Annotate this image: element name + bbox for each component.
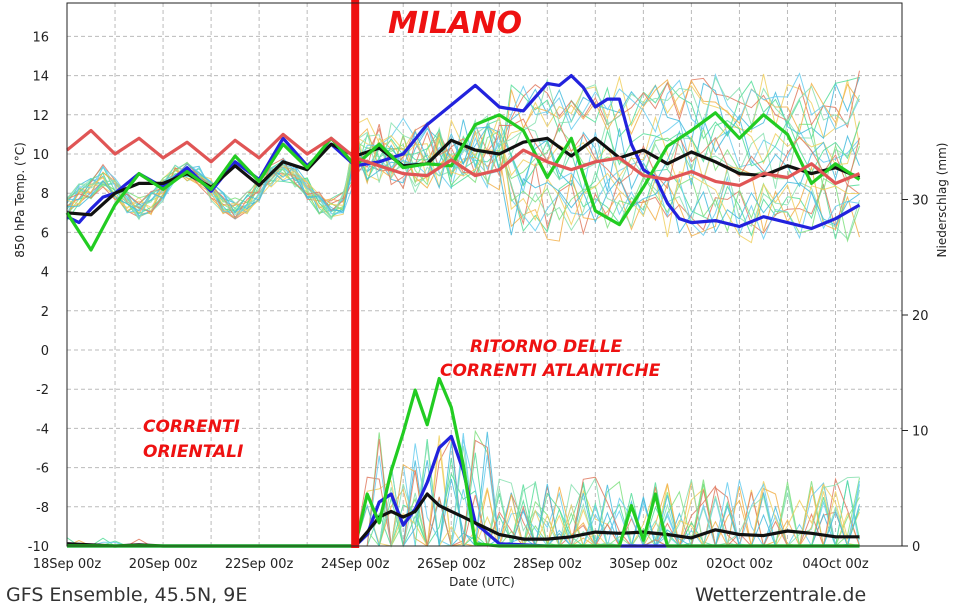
y-left-tick-label: 16 xyxy=(32,30,49,45)
x-tick-label: 28Sep 00z xyxy=(513,557,582,572)
y-left-tick-label: 4 xyxy=(41,266,49,281)
x-tick-label: 24Sep 00z xyxy=(321,557,390,572)
x-tick-label: 20Sep 00z xyxy=(129,557,198,572)
y-right-tick-label: 20 xyxy=(912,309,929,324)
annotation-ritorno-line1: RITORNO DELLE xyxy=(470,337,623,357)
y-left-tick-label: 2 xyxy=(41,305,49,320)
y-left-tick-label: 8 xyxy=(41,187,49,202)
annotation-correnti-orientali-line1: CORRENTI xyxy=(143,417,240,437)
y-left-tick-label: 12 xyxy=(32,109,49,124)
series-line-temperature-member xyxy=(65,111,861,252)
plot-area xyxy=(67,3,902,546)
y-left-tick-label: -10 xyxy=(28,540,49,555)
y-left-tick-label: 6 xyxy=(41,226,49,241)
y-right-tick-label: 30 xyxy=(912,194,929,209)
ensemble-temp-member-line xyxy=(66,76,860,221)
x-tick-label: 26Sep 00z xyxy=(417,557,486,572)
grid xyxy=(66,3,902,547)
annotation-ritorno-line2: CORRENTI ATLANTICHE xyxy=(440,361,661,381)
x-tick-label: 18Sep 00z xyxy=(33,557,102,572)
y-left-tick-label: -4 xyxy=(36,422,49,437)
x-tick-label: 22Sep 00z xyxy=(225,557,294,572)
x-tick-label: 30Sep 00z xyxy=(609,557,678,572)
y-axis-left-label: 850 hPa Temp. (°C) xyxy=(13,142,27,258)
series-line-temperature-member xyxy=(65,128,861,187)
y-left-tick-label: -8 xyxy=(36,501,49,516)
x-axis-label: Date (UTC) xyxy=(449,575,515,589)
axes xyxy=(66,2,908,547)
y-left-tick-label: 14 xyxy=(32,70,49,85)
series-line-temperature-control xyxy=(66,73,861,231)
plot-frame xyxy=(66,2,903,547)
chart-title: MILANO xyxy=(388,6,522,41)
y-left-tick-label: 0 xyxy=(41,344,49,359)
ensemble-temp-member-line xyxy=(66,126,860,236)
y-right-tick-label: 10 xyxy=(912,425,929,440)
y-axis-right-label: Niederschlag (mm) xyxy=(935,143,949,258)
y-left-tick-label: -2 xyxy=(36,383,49,398)
y-left-tick-label: 10 xyxy=(32,148,49,163)
footer-site-label: Wetterzentrale.de xyxy=(695,584,867,606)
x-tick-label: 02Oct 00z xyxy=(706,557,773,572)
ensemble-temp-member-line xyxy=(66,70,860,213)
footer-source-label: GFS Ensemble, 45.5N, 9E xyxy=(6,584,248,606)
y-left-tick-label: -6 xyxy=(36,462,49,477)
annotation-correnti-orientali-line2: ORIENTALI xyxy=(143,442,243,462)
y-right-tick-label: 0 xyxy=(912,540,920,555)
x-tick-label: 04Oct 00z xyxy=(802,557,869,572)
